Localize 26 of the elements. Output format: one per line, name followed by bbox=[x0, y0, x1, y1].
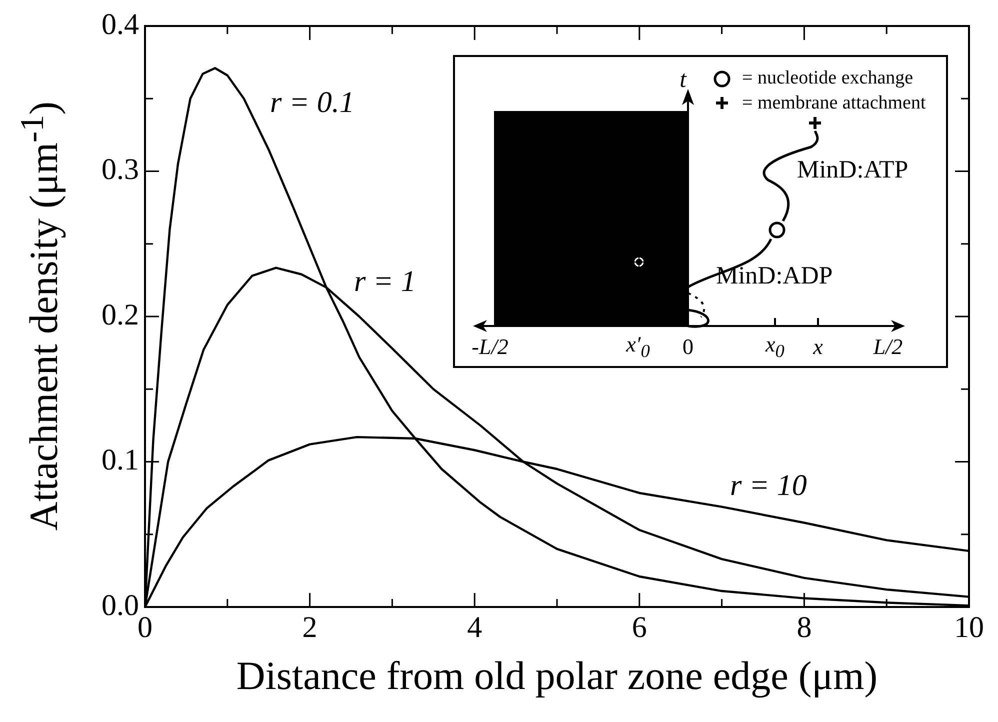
annotation: 0 bbox=[682, 334, 694, 359]
x-tick-label: 4 bbox=[467, 610, 482, 644]
annotation: = nucleotide exchange bbox=[742, 68, 914, 88]
annotation: x$_{0}$ bbox=[766, 332, 784, 362]
annotation: r = 10 bbox=[730, 469, 807, 502]
y-tick-label: 0.1 bbox=[102, 444, 139, 477]
annotation: t bbox=[680, 67, 686, 93]
annotation: x′$_{0}$ bbox=[626, 332, 650, 362]
annotation: r = 1 bbox=[354, 265, 416, 298]
annotation: = membrane attachment bbox=[742, 92, 926, 114]
x-axis-title: Distance from old polar zone edge (μm) bbox=[236, 652, 878, 699]
annotation: x bbox=[813, 334, 823, 359]
annotation: L/2 bbox=[873, 334, 903, 359]
x-tick-label: 10 bbox=[954, 610, 984, 644]
x-tick-label: 6 bbox=[632, 610, 647, 644]
x-tick-label: 8 bbox=[796, 610, 812, 644]
y-tick-label: 0.2 bbox=[102, 298, 139, 332]
annotation: MinD:ADP bbox=[716, 262, 833, 290]
annotation: MinD:ATP bbox=[797, 156, 908, 184]
x-tick-label: 2 bbox=[302, 610, 318, 644]
annotation: -L/2 bbox=[472, 334, 508, 359]
y-tick-label: 0.0 bbox=[102, 588, 139, 622]
y-tick-label: 0.3 bbox=[102, 153, 139, 186]
y-tick-label: 0.4 bbox=[102, 8, 139, 41]
x-tick-label: 0 bbox=[138, 610, 152, 644]
annotation: r = 0.1 bbox=[270, 86, 354, 119]
